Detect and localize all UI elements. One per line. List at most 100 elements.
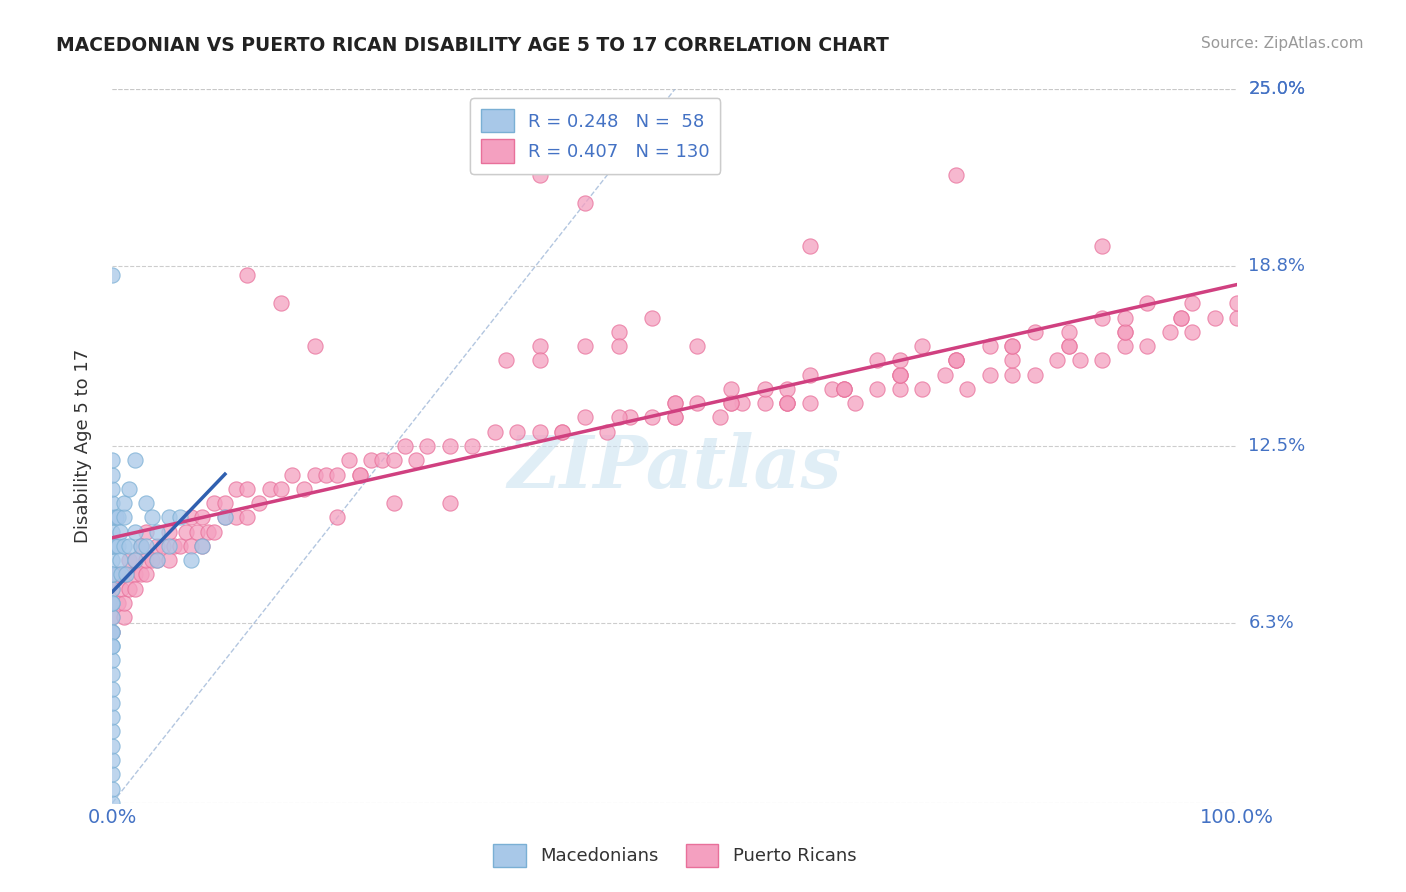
Point bbox=[124, 567, 146, 582]
Point bbox=[1091, 310, 1114, 325]
Point bbox=[956, 382, 979, 396]
Point bbox=[382, 496, 405, 510]
Point bbox=[236, 510, 259, 524]
Point bbox=[304, 339, 326, 353]
Point bbox=[135, 553, 157, 567]
Point bbox=[641, 310, 664, 325]
Point bbox=[1057, 339, 1080, 353]
Point bbox=[551, 425, 574, 439]
Point bbox=[664, 396, 686, 410]
Point bbox=[889, 382, 911, 396]
Point bbox=[101, 582, 124, 596]
Point bbox=[1181, 296, 1204, 310]
Point bbox=[135, 567, 157, 582]
Point bbox=[101, 696, 124, 710]
Point bbox=[129, 539, 152, 553]
Point bbox=[101, 796, 124, 810]
Point bbox=[506, 425, 529, 439]
Point bbox=[607, 339, 630, 353]
Point bbox=[866, 353, 889, 368]
Point bbox=[832, 382, 855, 396]
Point bbox=[607, 410, 630, 425]
Point bbox=[110, 553, 132, 567]
Point bbox=[101, 753, 124, 767]
Point bbox=[529, 425, 551, 439]
Point bbox=[1091, 353, 1114, 368]
Point bbox=[101, 724, 124, 739]
Point bbox=[776, 396, 799, 410]
Point bbox=[129, 567, 152, 582]
Point bbox=[101, 496, 124, 510]
Point bbox=[259, 482, 281, 496]
Point bbox=[101, 582, 124, 596]
Point bbox=[101, 467, 124, 482]
Point bbox=[945, 353, 967, 368]
Point bbox=[101, 624, 124, 639]
Point bbox=[1057, 339, 1080, 353]
Point bbox=[596, 425, 619, 439]
Text: ZIPatlas: ZIPatlas bbox=[508, 432, 842, 503]
Point bbox=[180, 539, 202, 553]
Point bbox=[236, 482, 259, 496]
Point bbox=[832, 382, 855, 396]
Point bbox=[664, 410, 686, 425]
Point bbox=[101, 539, 124, 553]
Point bbox=[107, 596, 129, 610]
Point bbox=[1114, 339, 1136, 353]
Point bbox=[349, 467, 371, 482]
Point bbox=[529, 339, 551, 353]
Point bbox=[214, 496, 236, 510]
Point bbox=[945, 168, 967, 182]
Point bbox=[686, 339, 709, 353]
Point bbox=[101, 739, 124, 753]
Point bbox=[1181, 325, 1204, 339]
Point bbox=[529, 353, 551, 368]
Point bbox=[104, 510, 127, 524]
Point bbox=[191, 539, 214, 553]
Point bbox=[118, 553, 141, 567]
Point bbox=[315, 467, 337, 482]
Point bbox=[1204, 310, 1226, 325]
Point bbox=[945, 353, 967, 368]
Point bbox=[337, 453, 360, 467]
Point bbox=[110, 524, 132, 539]
Point bbox=[110, 582, 132, 596]
Point bbox=[112, 596, 135, 610]
Point bbox=[236, 268, 259, 282]
Point bbox=[1001, 368, 1024, 382]
Point bbox=[461, 439, 484, 453]
Point bbox=[101, 667, 124, 681]
Point bbox=[439, 439, 461, 453]
Point bbox=[529, 168, 551, 182]
Point bbox=[439, 496, 461, 510]
Point bbox=[146, 524, 169, 539]
Point bbox=[124, 553, 146, 567]
Point bbox=[101, 510, 124, 524]
Point bbox=[124, 524, 146, 539]
Point bbox=[1170, 310, 1192, 325]
Point bbox=[349, 467, 371, 482]
Text: 12.5%: 12.5% bbox=[1249, 437, 1306, 455]
Point bbox=[101, 610, 124, 624]
Point bbox=[686, 396, 709, 410]
Point bbox=[911, 382, 934, 396]
Point bbox=[844, 396, 866, 410]
Point bbox=[107, 567, 129, 582]
Point bbox=[197, 524, 219, 539]
Point bbox=[945, 353, 967, 368]
Point bbox=[1024, 325, 1046, 339]
Point bbox=[382, 453, 405, 467]
Point bbox=[720, 382, 742, 396]
Point bbox=[146, 539, 169, 553]
Point bbox=[1046, 353, 1069, 368]
Point bbox=[214, 510, 236, 524]
Point bbox=[141, 510, 163, 524]
Point bbox=[731, 396, 754, 410]
Point bbox=[326, 510, 349, 524]
Point bbox=[1001, 339, 1024, 353]
Point bbox=[101, 681, 124, 696]
Legend: R = 0.248   N =  58, R = 0.407   N = 130: R = 0.248 N = 58, R = 0.407 N = 130 bbox=[470, 98, 720, 174]
Text: 6.3%: 6.3% bbox=[1249, 614, 1294, 632]
Point bbox=[146, 553, 169, 567]
Point bbox=[1114, 310, 1136, 325]
